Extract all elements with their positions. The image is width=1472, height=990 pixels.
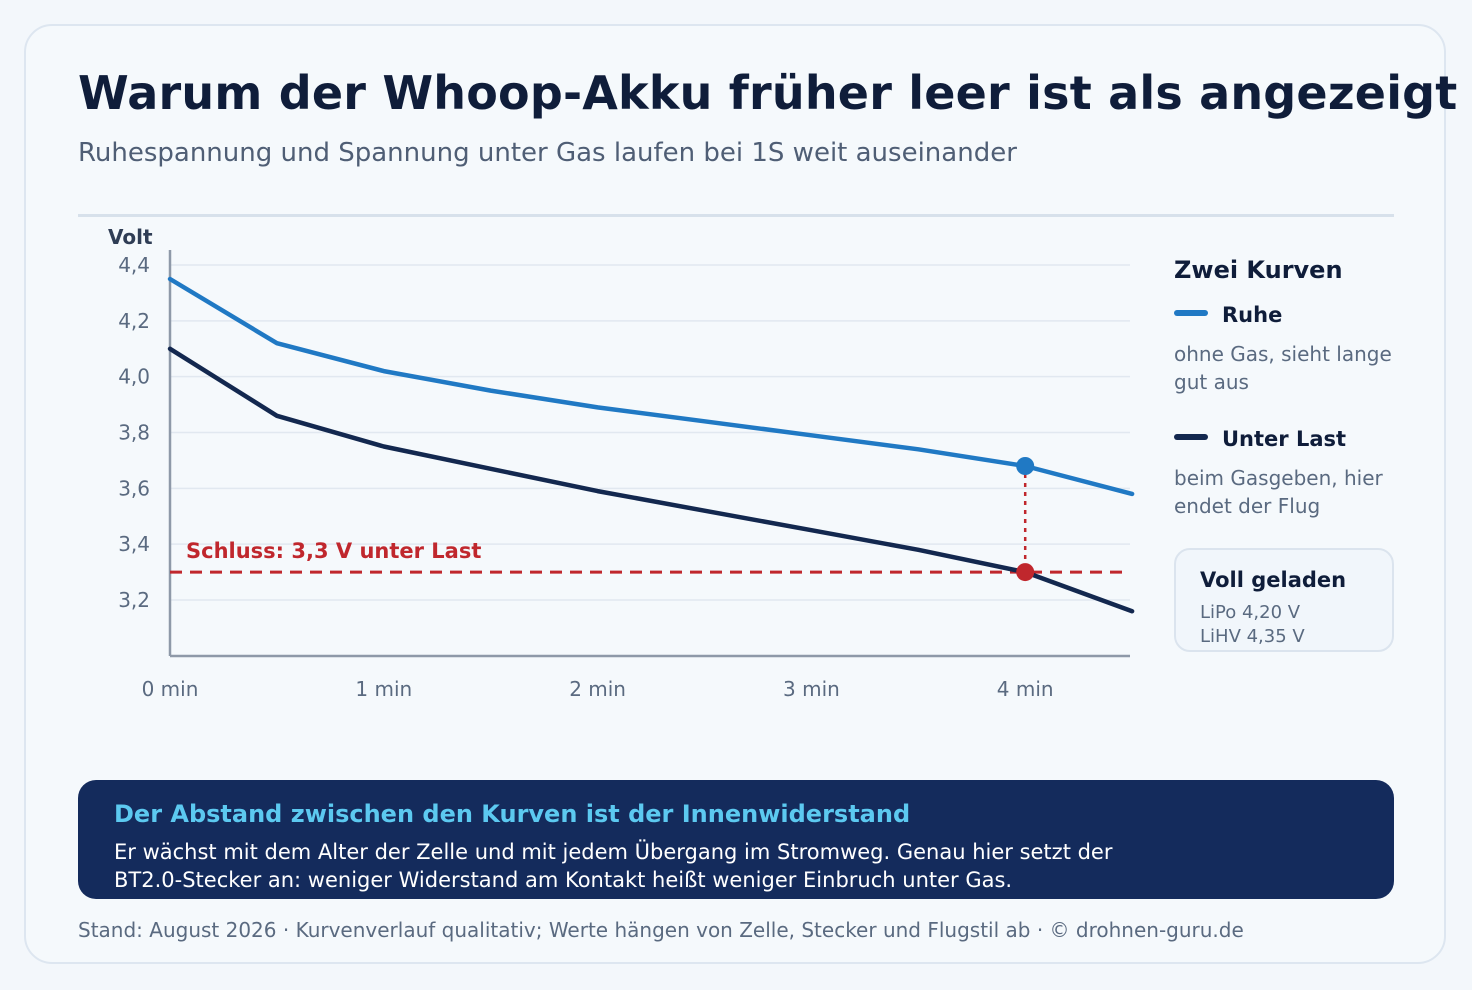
header-divider: [78, 214, 1394, 217]
threshold-layer: Schluss: 3,3 V unter Last: [170, 539, 1130, 574]
y-axis-title: Volt: [108, 225, 153, 249]
charge-info-title: Voll geladen: [1200, 568, 1347, 592]
marker-layer: [1016, 457, 1035, 582]
legend-heading: Zwei Kurven: [1174, 256, 1343, 284]
y-tick-label: 3,8: [118, 421, 150, 445]
insight-title: Der Abstand zwischen den Kurven ist der …: [114, 800, 911, 828]
y-tick-label: 4,0: [118, 365, 150, 389]
threshold-label: Schluss: 3,3 V unter Last: [186, 539, 481, 563]
legend-desc-ruhe: ohne Gas, sieht lange gut aus: [1174, 342, 1392, 394]
page-subtitle: Ruhespannung und Spannung unter Gas lauf…: [78, 138, 1017, 168]
y-tick-label: 4,2: [118, 309, 150, 333]
x-tick-label: 1 min: [355, 677, 412, 701]
x-tick-label: 2 min: [569, 677, 626, 701]
x-tick-label: 3 min: [783, 677, 840, 701]
legend-name-unter-last: Unter Last: [1222, 427, 1347, 451]
insight-banner: Der Abstand zwischen den Kurven ist der …: [78, 780, 1394, 899]
charge-info-lipo: LiPo 4,20 V: [1200, 602, 1301, 623]
page-title: Warum der Whoop-Akku früher leer ist als…: [78, 66, 1458, 120]
charge-info-lihv: LiHV 4,35 V: [1200, 626, 1305, 647]
charge-info-box: Voll geladen LiPo 4,20 V LiHV 4,35 V: [1174, 548, 1394, 652]
x-tick-label: 4 min: [997, 677, 1054, 701]
y-tick-label: 3,4: [118, 532, 150, 556]
footer-note: Stand: August 2026 · Kurvenverlauf quali…: [78, 918, 1244, 942]
label-layer: 3,2 3,4 3,6 3,8 4,0 4,2 4,4 Volt 0 min 1 min 2 min…: [108, 225, 1054, 701]
marker-unter-last: [1016, 563, 1035, 582]
x-tick-label: 0 min: [142, 677, 199, 701]
legend-swatch-unter-last: [1174, 434, 1208, 440]
y-tick-label: 4,4: [118, 253, 150, 277]
legend-name-ruhe: Ruhe: [1222, 303, 1283, 327]
marker-ruhe: [1016, 457, 1035, 475]
legend-swatch-ruhe: [1174, 310, 1208, 316]
y-tick-label: 3,6: [118, 476, 150, 500]
axis-layer: [168, 250, 1130, 658]
legend-desc-unter-last: beim Gasgeben, hier endet der Flug: [1174, 466, 1383, 518]
y-tick-label: 3,2: [118, 588, 150, 612]
series-line-unter-last: [167, 346, 1135, 614]
series-line-ruhe: [167, 276, 1135, 497]
series-layer: [167, 276, 1135, 614]
insight-text: Er wächst mit dem Alter der Zelle und mi…: [114, 840, 1113, 892]
